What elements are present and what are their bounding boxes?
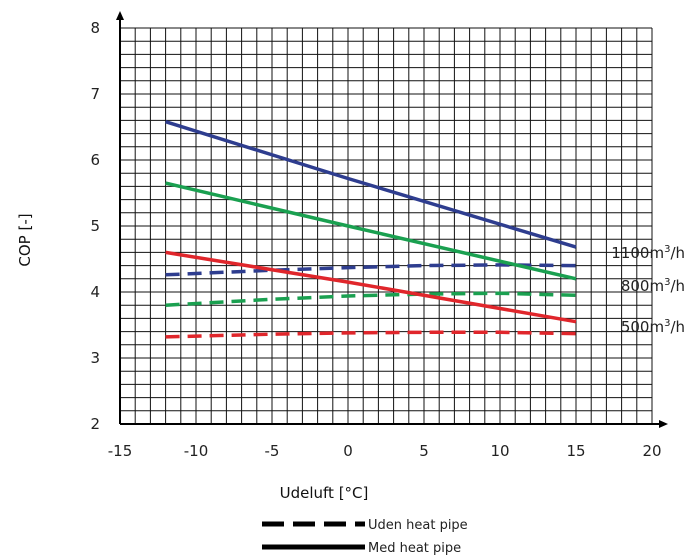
x-tick-label: 20 bbox=[642, 442, 661, 460]
series-label-800: 800m3/h bbox=[621, 277, 685, 295]
x-tick-label: -15 bbox=[108, 442, 133, 460]
series-label-500: 500m3/h bbox=[621, 318, 685, 336]
x-tick-label: -5 bbox=[265, 442, 280, 460]
tick-labels: -15 -10 -5 0 5 10 15 20 2 3 4 5 6 7 8 bbox=[90, 19, 661, 460]
series-line-500-dashed bbox=[165, 330, 577, 339]
series-line-800-solid bbox=[165, 181, 577, 281]
grid bbox=[119, 27, 653, 425]
series-line-1100-solid bbox=[165, 120, 577, 249]
y-tick-label: 5 bbox=[90, 217, 100, 235]
y-tick-label: 6 bbox=[90, 151, 100, 169]
y-tick-label: 8 bbox=[90, 19, 100, 37]
x-axis-arrow-icon bbox=[659, 420, 668, 428]
legend-item-label: Med heat pipe bbox=[368, 541, 461, 556]
y-tick-label: 4 bbox=[90, 283, 100, 301]
series-line-500-solid bbox=[165, 250, 577, 324]
legend-item-label: Uden heat pipe bbox=[368, 518, 468, 533]
y-axis-arrow-icon bbox=[116, 11, 124, 20]
y-tick-label: 2 bbox=[90, 415, 100, 433]
series-label-1100: 1100m3/h bbox=[611, 244, 685, 262]
x-axis-label: Udeluft [°C] bbox=[280, 484, 369, 502]
y-axis-label: COP [-] bbox=[16, 213, 34, 266]
axes bbox=[116, 11, 668, 428]
series-labels: 1100m3/h 800m3/h 500m3/h bbox=[611, 244, 685, 336]
x-tick-label: 10 bbox=[490, 442, 509, 460]
series-line-800-dashed bbox=[165, 291, 577, 307]
series-line-1100-dashed bbox=[165, 263, 577, 277]
x-tick-label: -10 bbox=[184, 442, 209, 460]
y-tick-label: 3 bbox=[90, 349, 100, 367]
series-lines bbox=[165, 120, 577, 339]
legend: Uden heat pipe Med heat pipe bbox=[262, 518, 468, 556]
x-tick-label: 15 bbox=[566, 442, 585, 460]
x-tick-label: 0 bbox=[343, 442, 353, 460]
x-tick-label: 5 bbox=[419, 442, 429, 460]
y-tick-label: 7 bbox=[90, 85, 100, 103]
